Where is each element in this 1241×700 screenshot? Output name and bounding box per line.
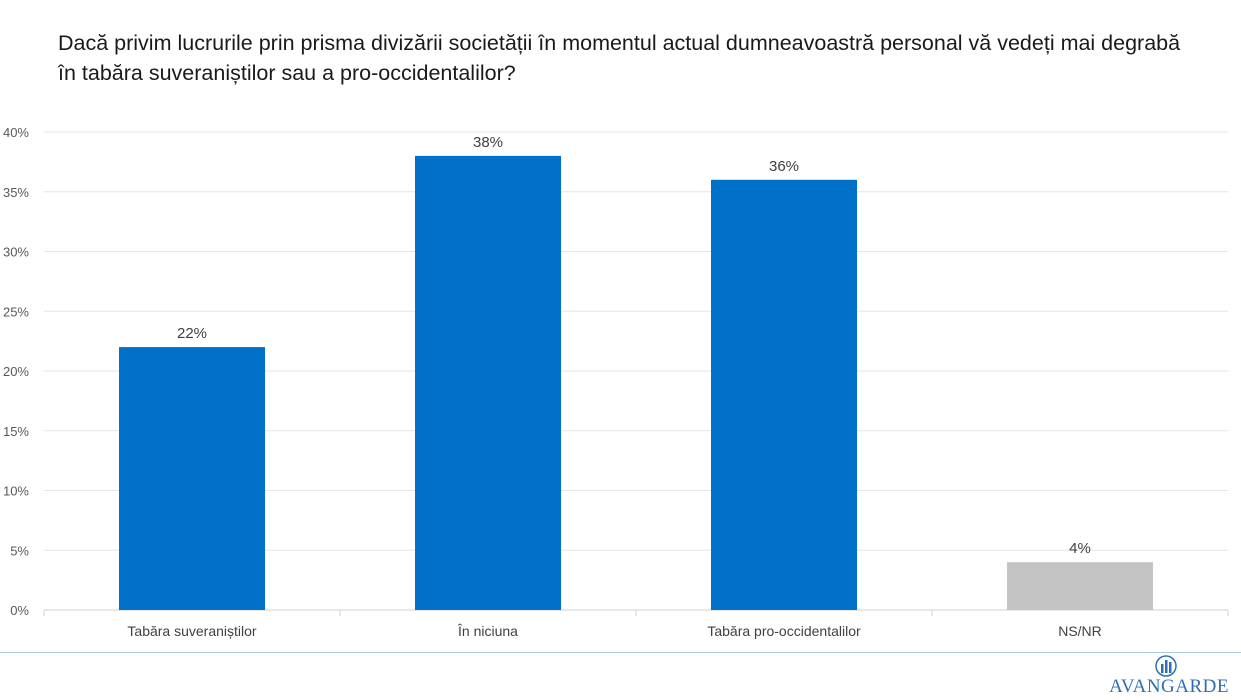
y-tick-label: 15% (3, 424, 29, 439)
data-label: 22% (177, 325, 207, 342)
bar (711, 179, 857, 611)
bar (119, 347, 265, 610)
chart-title: Dacă privim lucrurile prin prisma diviză… (58, 31, 1181, 85)
y-tick-label: 40% (3, 125, 29, 140)
x-tick-label: NS/NR (1058, 623, 1102, 639)
bar (1007, 562, 1153, 610)
x-tick-label: Tabăra suveraniștilor (127, 623, 257, 639)
x-axis-ticks: Tabăra suveraniștilor În niciuna Tabăra pr… (127, 623, 1101, 639)
avangarde-logo-icon (1155, 655, 1177, 677)
data-label: 38% (473, 134, 503, 151)
bar-chart: 0% 5% 10% 15% 20% 25% 30% 35% 40% 22% 38% 36% 4% Ta… (3, 125, 1229, 639)
y-tick-label: 10% (3, 484, 29, 499)
logo-text: AVANGARDE (1109, 676, 1229, 697)
y-tick-label: 20% (3, 364, 29, 379)
footer-divider (0, 652, 1241, 653)
y-tick-label: 25% (3, 304, 29, 319)
y-axis-ticks: 0% 5% 10% 15% 20% 25% 30% 35% 40% (3, 125, 29, 618)
data-label: 4% (1069, 540, 1091, 557)
y-tick-label: 30% (3, 245, 29, 260)
x-tick-label: În niciuna (457, 623, 518, 639)
avangarde-logo: AVANGARDE (1089, 652, 1229, 698)
x-tick-label: Tabăra pro-occidentalilor (707, 623, 861, 639)
y-tick-label: 0% (10, 603, 29, 618)
bars (119, 155, 1153, 611)
bar (415, 155, 561, 610)
data-labels: 22% 38% 36% 4% (177, 134, 1091, 557)
y-tick-label: 35% (3, 185, 29, 200)
y-tick-label: 5% (10, 543, 29, 558)
data-label: 36% (769, 158, 799, 175)
